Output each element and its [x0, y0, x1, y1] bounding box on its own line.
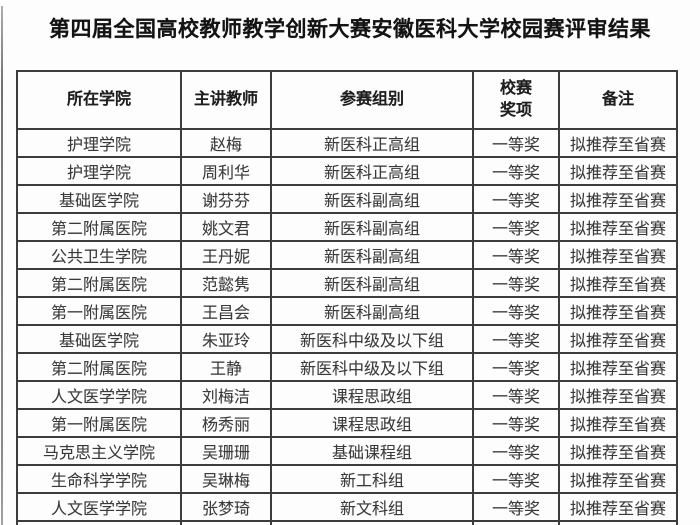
cell-college: 生命科学学院 — [16, 464, 182, 494]
cell-award: 一等奖 — [472, 268, 560, 298]
cell-group: 课程思政组 — [270, 408, 474, 438]
cell-note: 拟推荐至省赛 — [558, 408, 678, 438]
column-header-college: 所在学院 — [16, 70, 182, 130]
cell-teacher: 姚文君 — [180, 212, 272, 242]
cell-college: 第一附属医院 — [16, 296, 182, 326]
cell-note: 拟推荐至省赛 — [558, 212, 678, 242]
cell-group: 新文科组 — [270, 492, 474, 522]
cell-college: 第二附属医院 — [16, 268, 182, 298]
cell-teacher: 刘梅洁 — [180, 380, 272, 410]
table-row: 第二附属医院 范懿隽 新医科副高组 一等奖 拟推荐至省赛 — [16, 268, 678, 298]
cell-award: 一等奖 — [472, 212, 560, 242]
cell-note: 拟推荐至省赛 — [558, 436, 678, 466]
cell-college: 护理学院 — [16, 128, 182, 158]
page-title: 第四届全国高校教师教学创新大赛安徽医科大学校园赛评审结果 — [49, 18, 651, 41]
cell-note: 拟推荐至省赛 — [558, 268, 678, 298]
table-row-clipped — [16, 520, 678, 525]
cell-note: 拟推荐至省赛 — [558, 380, 678, 410]
cell-college: 人文医学学院 — [16, 492, 182, 522]
table-row: 第一附属医院 王昌会 新医科副高组 一等奖 拟推荐至省赛 — [16, 296, 678, 326]
table-row: 马克思主义学院 吴珊珊 基础课程组 一等奖 拟推荐至省赛 — [16, 436, 678, 466]
cell-teacher: 杨秀丽 — [180, 408, 272, 438]
cell-teacher: 王昌会 — [180, 296, 272, 326]
cell-award: 一等奖 — [472, 408, 560, 438]
cell-group: 新医科中级及以下组 — [270, 352, 474, 382]
scan-edge-artifact — [1, 6, 3, 525]
cell-teacher: 张梦琦 — [180, 492, 272, 522]
cell-college: 公共卫生学院 — [16, 240, 182, 270]
cell-teacher: 朱亚玲 — [180, 324, 272, 354]
cell-award: 一等奖 — [472, 324, 560, 354]
column-header-note: 备注 — [558, 70, 678, 130]
cell-group: 基础课程组 — [270, 436, 474, 466]
cell-group: 新医科副高组 — [270, 296, 474, 326]
cell-college: 第二附属医院 — [16, 352, 182, 382]
cell-college: 基础医学院 — [16, 324, 182, 354]
cell-award: 一等奖 — [472, 240, 560, 270]
column-header-teacher: 主讲教师 — [180, 70, 272, 130]
cell-college: 马克思主义学院 — [16, 436, 182, 466]
cell-note: 拟推荐至省赛 — [558, 128, 678, 158]
cell-group: 新医科中级及以下组 — [270, 324, 474, 354]
table-header-row: 所在学院 主讲教师 参赛组别 校赛 奖项 备注 — [16, 70, 678, 130]
cell-teacher: 谢芬芬 — [180, 184, 272, 214]
cell-group: 新医科副高组 — [270, 268, 474, 298]
table-row: 护理学院 赵梅 新医科正高组 一等奖 拟推荐至省赛 — [16, 128, 678, 158]
cell-note: 拟推荐至省赛 — [558, 240, 678, 270]
cell-group: 新医科正高组 — [270, 128, 474, 158]
table-row: 公共卫生学院 王丹妮 新医科副高组 一等奖 拟推荐至省赛 — [16, 240, 678, 270]
cell-award: 一等奖 — [472, 184, 560, 214]
cell-teacher: 王丹妮 — [180, 240, 272, 270]
cell-award: 一等奖 — [472, 380, 560, 410]
cell-group: 新医科副高组 — [270, 212, 474, 242]
cell-college: 第二附属医院 — [16, 212, 182, 242]
table-row: 基础医学院 朱亚玲 新医科中级及以下组 一等奖 拟推荐至省赛 — [16, 324, 678, 354]
table-row: 基础医学院 谢芬芬 新医科副高组 一等奖 拟推荐至省赛 — [16, 184, 678, 214]
cell-college: 人文医学学院 — [16, 380, 182, 410]
table-row: 护理学院 周利华 新医科正高组 一等奖 拟推荐至省赛 — [16, 156, 678, 186]
cell-group: 新医科副高组 — [270, 240, 474, 270]
cell-group: 新医科副高组 — [270, 184, 474, 214]
cell-teacher: 吴琳梅 — [180, 464, 272, 494]
table-row: 第二附属医院 王静 新医科中级及以下组 一等奖 拟推荐至省赛 — [16, 352, 678, 382]
cell-note: 拟推荐至省赛 — [558, 352, 678, 382]
table-row: 人文医学学院 张梦琦 新文科组 一等奖 拟推荐至省赛 — [16, 492, 678, 522]
cell-note: 拟推荐至省赛 — [558, 156, 678, 186]
cell-group: 新医科正高组 — [270, 156, 474, 186]
table-row: 第一附属医院 杨秀丽 课程思政组 一等奖 拟推荐至省赛 — [16, 408, 678, 438]
cell-award: 一等奖 — [472, 492, 560, 522]
cell-note: 拟推荐至省赛 — [558, 324, 678, 354]
cell-college: 基础医学院 — [16, 184, 182, 214]
table-row: 人文医学学院 刘梅洁 课程思政组 一等奖 拟推荐至省赛 — [16, 380, 678, 410]
cell-college: 护理学院 — [16, 156, 182, 186]
column-header-award: 校赛 奖项 — [472, 70, 560, 130]
cell-teacher: 周利华 — [180, 156, 272, 186]
cell-award: 一等奖 — [472, 436, 560, 466]
table-row: 第二附属医院 姚文君 新医科副高组 一等奖 拟推荐至省赛 — [16, 212, 678, 242]
cell-note: 拟推荐至省赛 — [558, 464, 678, 494]
cell-note: 拟推荐至省赛 — [558, 184, 678, 214]
cell-teacher: 赵梅 — [180, 128, 272, 158]
cell-note: 拟推荐至省赛 — [558, 492, 678, 522]
table-row: 生命科学学院 吴琳梅 新工科组 一等奖 拟推荐至省赛 — [16, 464, 678, 494]
cell-group: 课程思政组 — [270, 380, 474, 410]
cell-award: 一等奖 — [472, 296, 560, 326]
cell-note: 拟推荐至省赛 — [558, 296, 678, 326]
results-table: 所在学院 主讲教师 参赛组别 校赛 奖项 备注 护理学院 赵梅 新医科正高组 一… — [16, 70, 678, 525]
column-header-group: 参赛组别 — [270, 70, 474, 130]
cell-award: 一等奖 — [472, 464, 560, 494]
cell-award: 一等奖 — [472, 352, 560, 382]
cell-college: 第一附属医院 — [16, 408, 182, 438]
cell-teacher: 王静 — [180, 352, 272, 382]
cell-group: 新工科组 — [270, 464, 474, 494]
cell-teacher: 范懿隽 — [180, 268, 272, 298]
cell-award: 一等奖 — [472, 156, 560, 186]
cell-teacher: 吴珊珊 — [180, 436, 272, 466]
cell-award: 一等奖 — [472, 128, 560, 158]
